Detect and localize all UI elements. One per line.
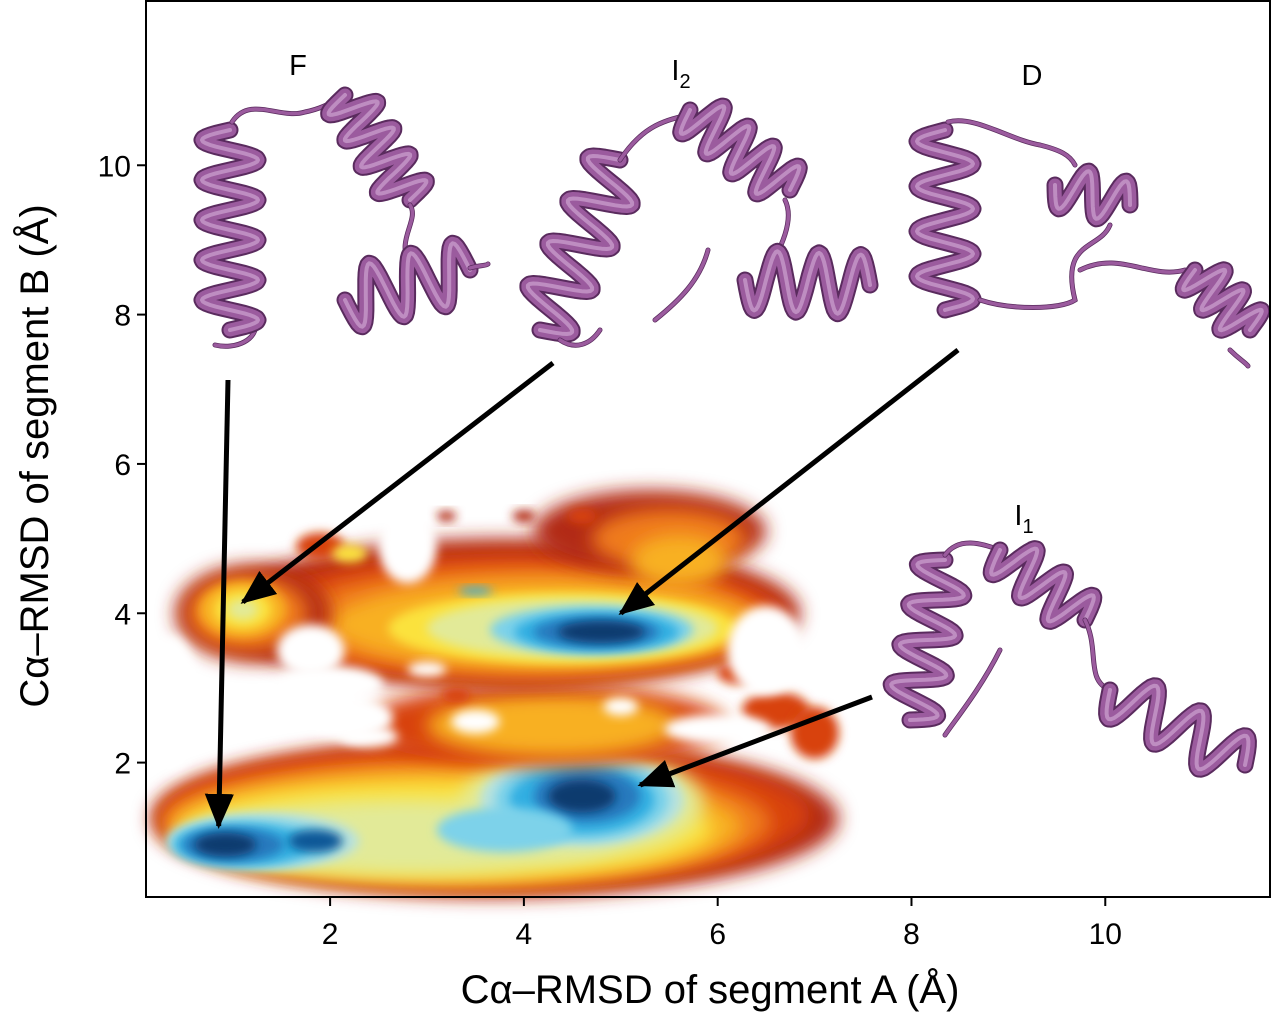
- helix-highlight: [1104, 683, 1251, 772]
- y-axis-ticks: 2 4 6 8 10: [98, 150, 146, 781]
- x-tick-label: 8: [903, 918, 920, 951]
- density-gap: [378, 508, 437, 584]
- x-tick-label: 10: [1089, 918, 1122, 951]
- plot-frame: [145, 0, 1271, 898]
- y-axis-title: Cα–RMSD of segment B (Å): [12, 204, 57, 707]
- helix-highlight: [889, 558, 966, 722]
- density-contour: [557, 620, 646, 644]
- loop: [1078, 261, 1187, 274]
- density-contour: [790, 706, 839, 759]
- loop: [468, 262, 490, 270]
- density-gap: [664, 714, 771, 744]
- density-contour: [194, 832, 257, 857]
- density-contour: [288, 829, 343, 853]
- density-contour: [332, 544, 367, 563]
- x-tick-label: 4: [516, 918, 533, 951]
- y-tick-label: 2: [114, 748, 131, 781]
- density-contour: [436, 807, 573, 853]
- loop-outline: [652, 247, 711, 323]
- density-map: [141, 490, 839, 897]
- loop: [943, 648, 1002, 737]
- loop: [978, 223, 1112, 310]
- loop: [1228, 348, 1250, 368]
- arrow-I2: [240, 361, 555, 605]
- label-I1: I1: [1014, 500, 1033, 538]
- x-tick-label: 2: [322, 918, 339, 951]
- y-tick-label: 8: [114, 300, 131, 333]
- structure-I2: [519, 97, 879, 348]
- density-gap: [276, 665, 384, 703]
- structure-D: [908, 118, 1271, 369]
- y-tick-label: 6: [114, 449, 131, 482]
- helix-highlight: [525, 154, 635, 336]
- loop: [946, 119, 1077, 167]
- helix-highlight: [1181, 267, 1264, 333]
- label-I2: I2: [671, 55, 690, 93]
- loop: [653, 248, 710, 322]
- helix-highlight: [200, 128, 260, 332]
- arrow-D: [618, 348, 960, 616]
- density-gap: [276, 624, 345, 677]
- density-contour: [227, 599, 259, 620]
- density-gap: [451, 709, 500, 734]
- helix-highlight: [1053, 169, 1132, 221]
- density-gap: [727, 605, 805, 696]
- loop: [558, 328, 602, 347]
- y-tick-label: 4: [114, 598, 131, 631]
- structure-F: [193, 86, 491, 349]
- loop: [1083, 618, 1112, 692]
- helix-highlight: [678, 104, 802, 196]
- density-contour: [441, 687, 471, 703]
- density-contour: [436, 510, 457, 522]
- arrow-I1: [637, 694, 873, 788]
- helix-highlight: [743, 249, 872, 316]
- y-tick-label: 10: [98, 150, 131, 183]
- helix-highlight: [343, 241, 472, 329]
- label-D: D: [1022, 60, 1043, 92]
- helix-highlight: [915, 128, 975, 312]
- helix-highlight: [326, 93, 429, 202]
- density-contour: [567, 508, 597, 524]
- x-axis-ticks: 2 4 6 8 10: [322, 897, 1122, 951]
- density-contour: [512, 510, 536, 523]
- label-F: F: [289, 50, 307, 82]
- density-gap: [603, 697, 639, 716]
- annotation-arrows: [204, 348, 960, 829]
- structure-I1: [882, 540, 1257, 778]
- density-gap: [339, 726, 398, 747]
- helix-highlight: [989, 546, 1096, 624]
- density-contour: [458, 587, 493, 595]
- density-gap: [141, 635, 200, 771]
- x-tick-label: 6: [709, 918, 726, 951]
- density-contour: [548, 779, 616, 813]
- density-gap: [407, 661, 447, 677]
- x-axis-title: Cα–RMSD of segment A (Å): [461, 967, 960, 1012]
- arrow-F: [204, 379, 234, 829]
